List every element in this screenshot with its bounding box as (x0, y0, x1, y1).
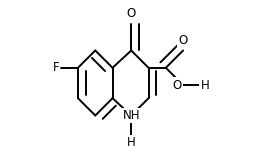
Text: O: O (178, 34, 188, 47)
Text: O: O (126, 7, 136, 20)
Text: F: F (53, 61, 59, 74)
Text: NH: NH (122, 109, 140, 122)
Text: H: H (127, 136, 136, 148)
Text: O: O (173, 79, 182, 92)
Text: H: H (200, 79, 209, 92)
